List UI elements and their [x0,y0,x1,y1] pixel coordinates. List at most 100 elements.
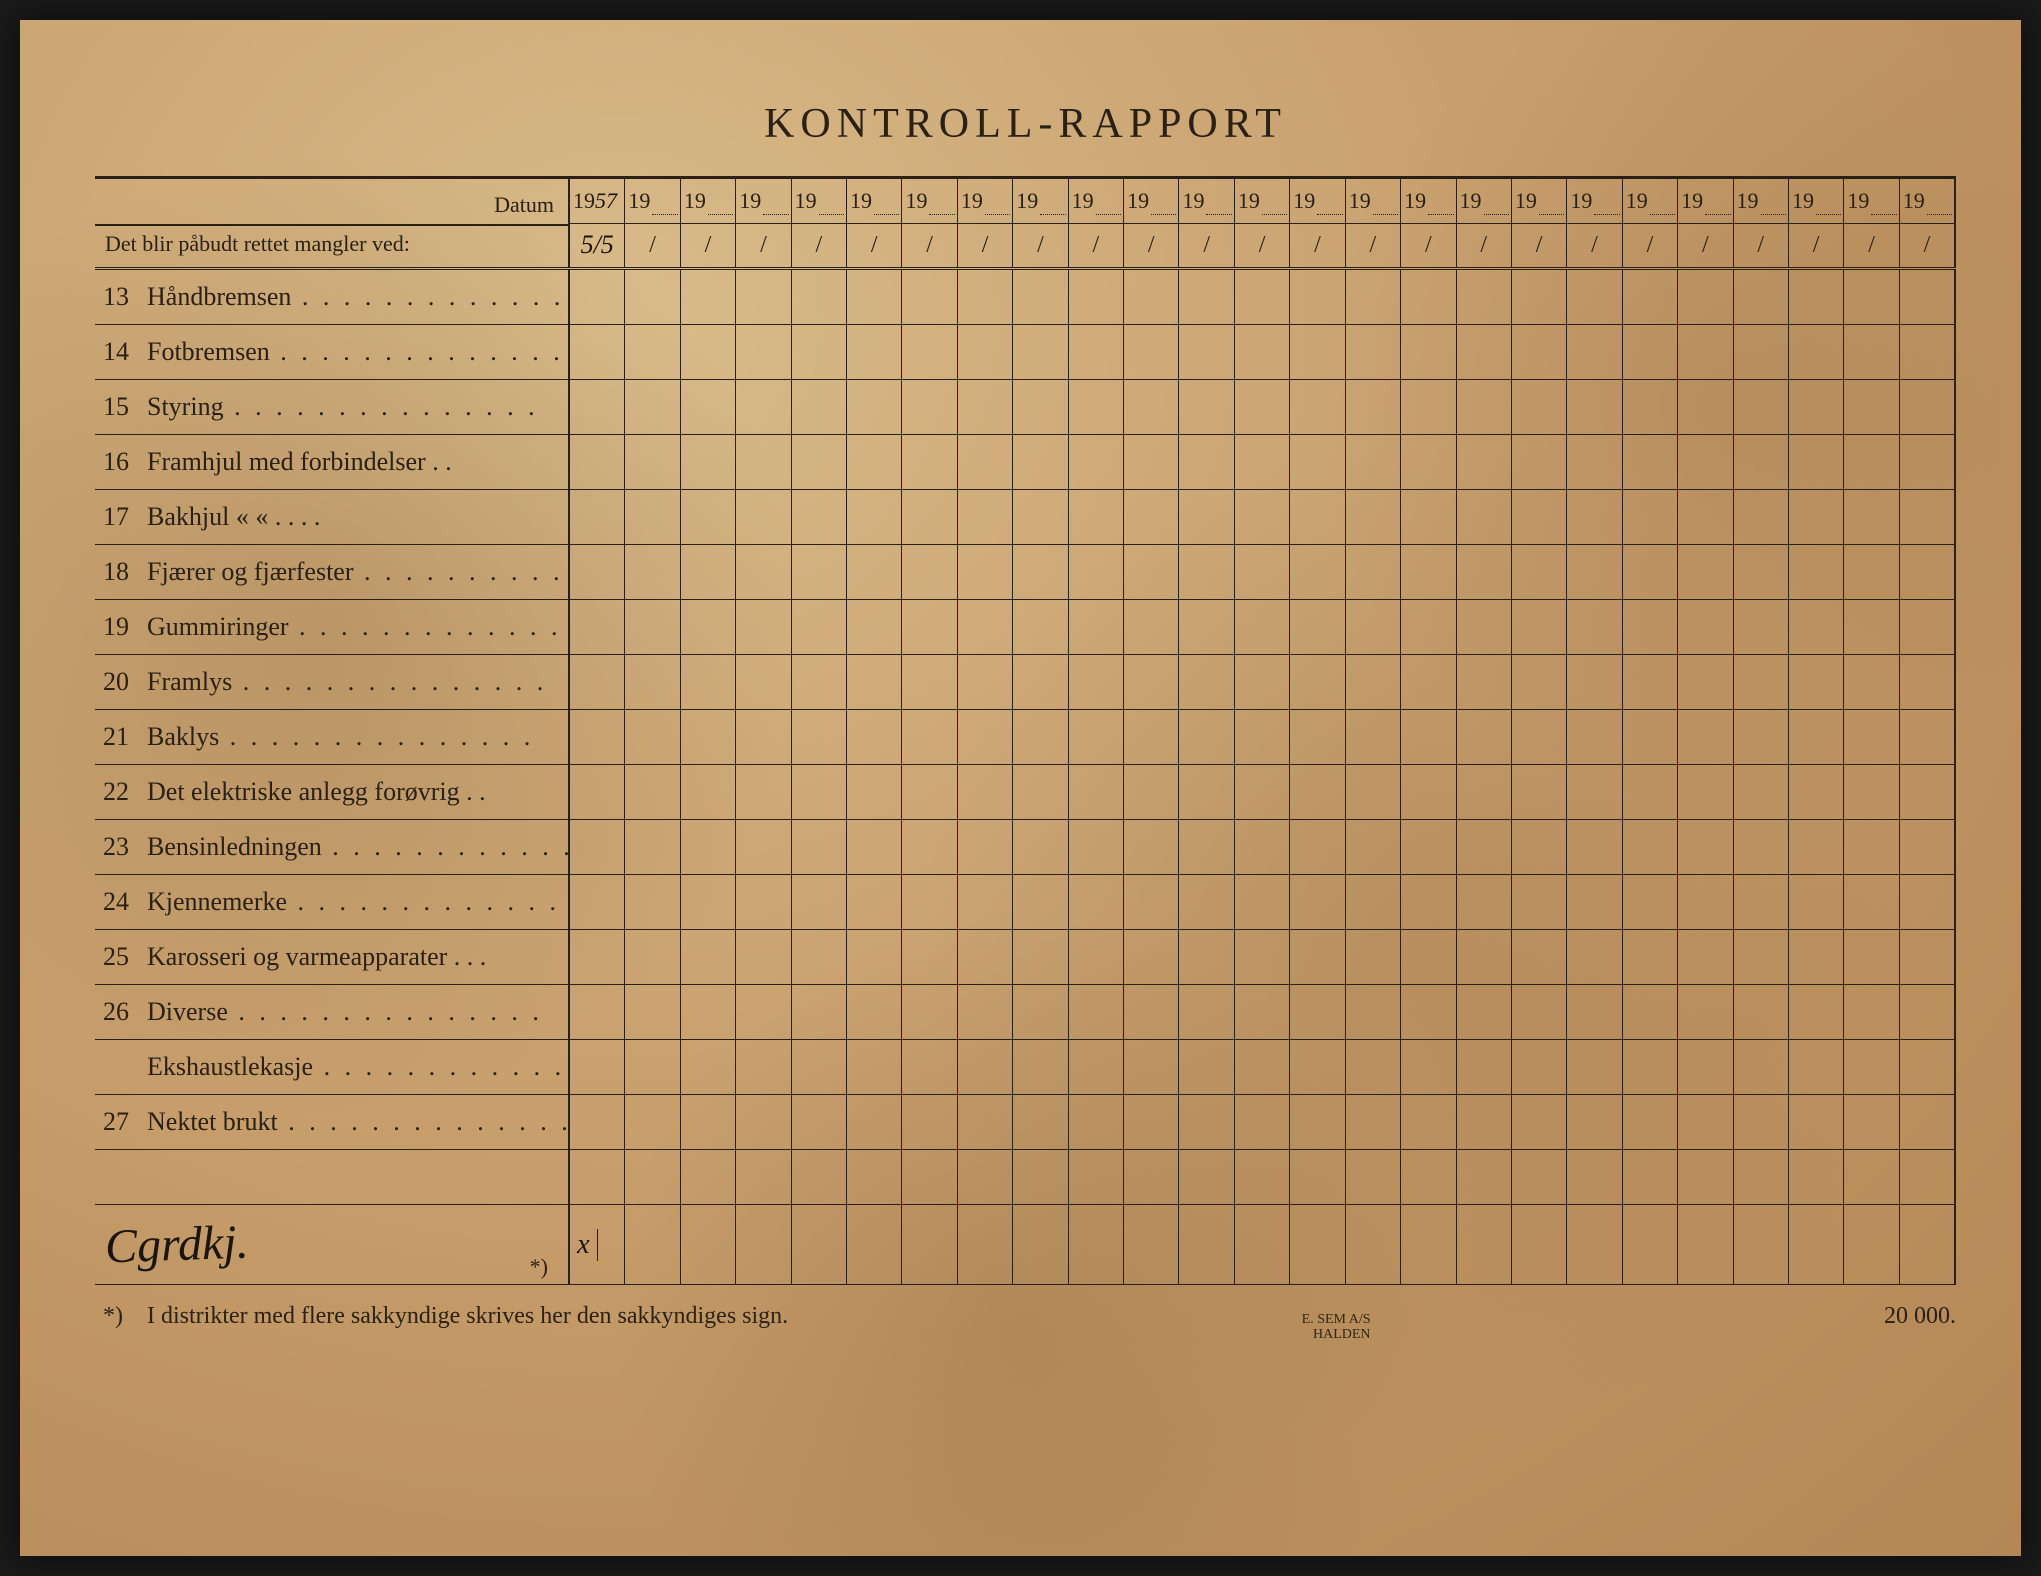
grid-cell [1401,1095,1455,1150]
grid-cell: x [570,1205,624,1285]
grid-cell [1457,985,1511,1040]
grid-cell [1346,545,1400,600]
grid-cell [1512,875,1566,930]
grid-cell [1235,875,1289,930]
grid-cell [792,710,846,765]
grid-cell [847,1095,901,1150]
inspection-row: 19Gummiringer [95,600,568,655]
grid-cell [1900,325,1954,380]
grid-cell [792,655,846,710]
grid-cell [1734,1150,1788,1205]
grid-cell [736,985,790,1040]
grid-cell [625,600,679,655]
content-frame: Datum Det blir påbudt rettet mangler ved… [95,176,1956,1285]
date-slash-cell: / [1900,224,1954,268]
grid-column [1623,270,1678,1285]
printer-line1: E. SEM A/S [1302,1312,1371,1327]
printer-line2: HALDEN [1313,1327,1371,1342]
grid-cell [1789,1040,1843,1095]
grid-cell [1179,600,1233,655]
grid-cell [1678,820,1732,875]
grid-cell [1013,1040,1067,1095]
grid-cell [1457,875,1511,930]
grid-cell [625,710,679,765]
printer-mark: E. SEM A/S HALDEN [1302,1312,1371,1343]
grid-cell [1235,545,1289,600]
grid-cell [1346,490,1400,545]
grid-cell [1844,1040,1898,1095]
grid-cell [1290,930,1344,985]
grid-cell [1069,270,1123,325]
grid-cell [625,1095,679,1150]
row-number: 13 [103,282,147,312]
year-prefix: 19 [1016,188,1038,214]
year-prefix: 19 [1515,188,1537,214]
grid-cell [1900,545,1954,600]
grid-cell [1346,655,1400,710]
grid-cell [847,490,901,545]
row-label: Karosseri og varmeapparater . . . [147,942,568,972]
grid-cell [1069,380,1123,435]
grid-cell [1789,1205,1843,1285]
date-slash-cell: / [1124,224,1178,268]
row-number: 17 [103,502,147,532]
year-prefix: 19 [1847,188,1869,214]
header-date-grid: 19575/519/19/19/19/19/19/19/19/19/19/19/… [570,179,1956,267]
row-label: Diverse [147,997,568,1027]
grid-cell [958,875,1012,930]
grid-cell [1179,655,1233,710]
grid-cell [1401,930,1455,985]
date-slash-cell: / [736,224,790,268]
date-slash-cell: / [1290,224,1344,268]
grid-cell [681,820,735,875]
grid-cell [570,1150,624,1205]
year-prefix: 19 [1903,188,1925,214]
date-slash-cell: / [1457,224,1511,268]
grid-cell [902,710,956,765]
grid-cell [1124,930,1178,985]
year-prefix: 19 [1182,188,1204,214]
grid-cell [1401,270,1455,325]
grid-cell [1457,435,1511,490]
grid-cell [570,985,624,1040]
grid-cell [1179,765,1233,820]
grid-cell [958,600,1012,655]
grid-cell [1900,270,1954,325]
grid-cell [792,1095,846,1150]
grid-cell [1401,1040,1455,1095]
row-label: Framhjul med forbindelser . . [147,447,568,477]
grid-column [1734,270,1789,1285]
grid-cell [1512,930,1566,985]
grid-cell [681,655,735,710]
year-prefix: 19 [573,188,595,214]
grid-cell [1179,325,1233,380]
grid-cell [736,1205,790,1285]
grid-cell [1623,930,1677,985]
grid-cell [1013,380,1067,435]
grid-cell [902,380,956,435]
grid-cell [902,930,956,985]
grid-cell [736,655,790,710]
grid-cell [1401,875,1455,930]
grid-cell [1512,1095,1566,1150]
grid-cell [1124,710,1178,765]
year-cell: 19 [1900,179,1954,224]
date-slash-cell: 5/5 [570,224,624,268]
inspection-row: Ekshaustlekasje [95,1040,568,1095]
grid-cell [1678,1040,1732,1095]
grid-cell [1457,710,1511,765]
grid-cell [902,765,956,820]
grid-cell [1235,270,1289,325]
grid-cell [1346,435,1400,490]
grid-column [1900,270,1956,1285]
date-slash-cell: / [1678,224,1732,268]
year-cell: 19 [1346,179,1400,224]
grid-cell [1623,875,1677,930]
grid-column [1290,270,1345,1285]
date-column-header: 19/ [1235,179,1290,267]
grid-cell [1179,1205,1233,1285]
grid-cell [1900,930,1954,985]
grid-cell [1567,435,1621,490]
grid-cell [1235,985,1289,1040]
grid-cell [1401,985,1455,1040]
